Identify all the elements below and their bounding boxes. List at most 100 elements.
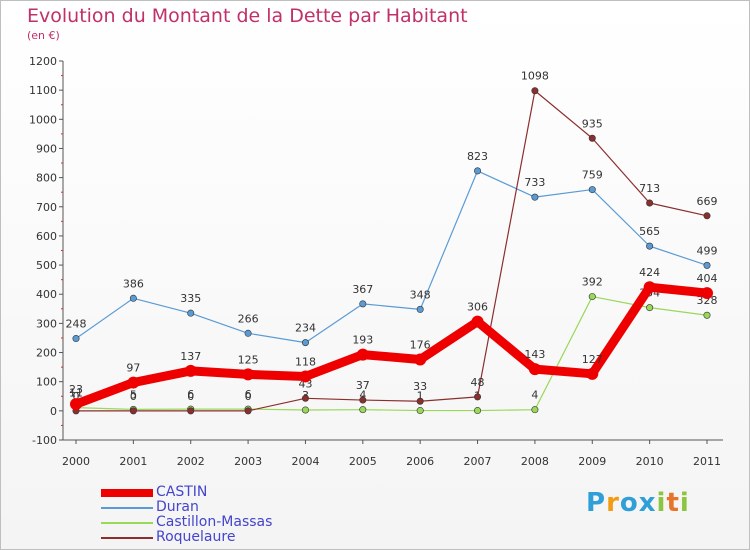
data-label-duran: 348 <box>410 288 431 301</box>
series-line-roquelaure <box>75 90 708 412</box>
x-tick-label: 2008 <box>521 455 549 468</box>
y-tick-label: 400 <box>36 288 57 301</box>
legend-label: CASTIN <box>156 484 208 500</box>
data-label-castin: 176 <box>410 339 431 352</box>
data-point-castillon-massas <box>301 406 309 414</box>
data-label-castillon-massas: 11 <box>69 387 83 400</box>
logo-letter: r <box>606 488 620 518</box>
x-tick-label: 2010 <box>636 455 664 468</box>
series-line-castillon-massas <box>75 295 708 412</box>
y-tick-label: 1000 <box>29 113 57 126</box>
data-point-duran <box>359 300 367 308</box>
x-tick-label: 2004 <box>291 455 319 468</box>
data-label-castin: 306 <box>467 301 488 314</box>
data-point-duran <box>129 294 137 302</box>
data-point-castillon-massas <box>531 406 539 414</box>
data-point-roquelaure <box>301 394 309 402</box>
data-point-duran <box>531 193 539 201</box>
data-label-castillon-massas: 4 <box>359 389 366 402</box>
data-label-roquelaure: 48 <box>471 376 485 389</box>
data-label-duran: 367 <box>352 283 373 296</box>
y-tick-label: 800 <box>36 172 57 185</box>
legend-label: Castillon-Massas <box>156 514 273 530</box>
data-point-roquelaure <box>416 397 424 405</box>
legend-item-duran: Duran <box>101 500 272 515</box>
legend-swatch-castillon-massas <box>101 521 153 524</box>
y-tick-label: -100 <box>32 434 57 447</box>
legend-label: Duran <box>156 499 199 515</box>
data-point-duran <box>244 329 252 337</box>
logo-letter: P <box>586 488 607 518</box>
x-tick-label: 2009 <box>578 455 606 468</box>
y-tick-label: 500 <box>36 259 57 272</box>
data-point-duran <box>588 186 596 194</box>
legend-swatch-roquelaure <box>101 536 153 539</box>
data-point-duran <box>72 335 80 343</box>
series-line-castin <box>71 282 712 409</box>
data-point-duran <box>301 339 309 347</box>
x-tick-label: 2005 <box>349 455 377 468</box>
x-tick-label: 2001 <box>119 455 147 468</box>
y-tick-label: 600 <box>36 230 57 243</box>
logo-letter: t <box>666 488 680 518</box>
y-tick-label: 300 <box>36 317 57 330</box>
data-label-castin: 23 <box>69 383 83 396</box>
data-label-castin: 125 <box>238 353 259 366</box>
data-label-castillon-massas: 1 <box>417 390 424 403</box>
data-point-castillon-massas <box>646 304 654 312</box>
data-label-castin: 97 <box>126 362 140 375</box>
x-tick-label: 2006 <box>406 455 434 468</box>
data-label-duran: 266 <box>238 312 259 325</box>
data-label-roquelaure: 0 <box>245 390 252 403</box>
data-point-castin <box>528 363 541 376</box>
x-tick-label: 2002 <box>177 455 205 468</box>
data-point-castin <box>70 398 82 411</box>
data-point-castin <box>586 367 599 380</box>
x-tick-label: 2003 <box>234 455 262 468</box>
legend-item-roquelaure: Roquelaure <box>101 530 272 545</box>
data-point-castillon-massas <box>588 293 596 301</box>
data-point-roquelaure <box>646 199 654 207</box>
data-label-roquelaure: 0 <box>73 390 80 403</box>
data-label-duran: 759 <box>582 169 603 182</box>
data-point-roquelaure <box>187 407 195 415</box>
data-label-castillon-massas: 6 <box>187 388 194 401</box>
y-tick-label: 900 <box>36 142 57 155</box>
y-tick-label: 1200 <box>29 55 57 68</box>
data-point-castillon-massas <box>703 311 711 319</box>
data-label-castin: 127 <box>582 353 603 366</box>
legend-label: Roquelaure <box>156 529 236 545</box>
data-label-duran: 565 <box>639 225 660 238</box>
data-label-roquelaure: 935 <box>582 117 603 130</box>
data-label-castin: 193 <box>352 334 373 347</box>
data-label-duran: 386 <box>123 277 144 290</box>
data-label-duran: 733 <box>524 176 545 189</box>
y-tick-label: 0 <box>50 405 57 418</box>
legend-swatch-castin <box>101 488 153 497</box>
data-label-duran: 234 <box>295 322 316 335</box>
data-label-duran: 335 <box>180 292 201 305</box>
legend-item-castillon-massas: Castillon-Massas <box>101 515 272 530</box>
y-tick-label: 1100 <box>29 84 57 97</box>
logo-letter: x <box>638 488 657 518</box>
chart-subtitle: (en €) <box>27 29 60 42</box>
y-tick-label: 100 <box>36 376 57 389</box>
data-point-roquelaure <box>531 87 539 95</box>
data-label-castin: 137 <box>180 350 201 363</box>
data-label-roquelaure: 0 <box>187 390 194 403</box>
data-point-castillon-massas <box>359 406 367 414</box>
data-label-castin: 143 <box>524 348 545 361</box>
data-point-castin <box>299 370 312 383</box>
data-point-castin <box>356 348 369 361</box>
data-point-castin <box>701 287 713 300</box>
data-label-castillon-massas: 392 <box>582 276 603 289</box>
data-label-roquelaure: 37 <box>356 379 370 392</box>
data-label-castillon-massas: 328 <box>697 294 718 307</box>
data-point-castin <box>414 353 427 366</box>
data-point-roquelaure <box>588 134 596 142</box>
proxiti-logo: Proxiti <box>586 488 690 518</box>
data-point-duran <box>187 309 195 317</box>
x-tick-label: 2011 <box>693 455 721 468</box>
data-label-roquelaure: 669 <box>697 195 718 208</box>
